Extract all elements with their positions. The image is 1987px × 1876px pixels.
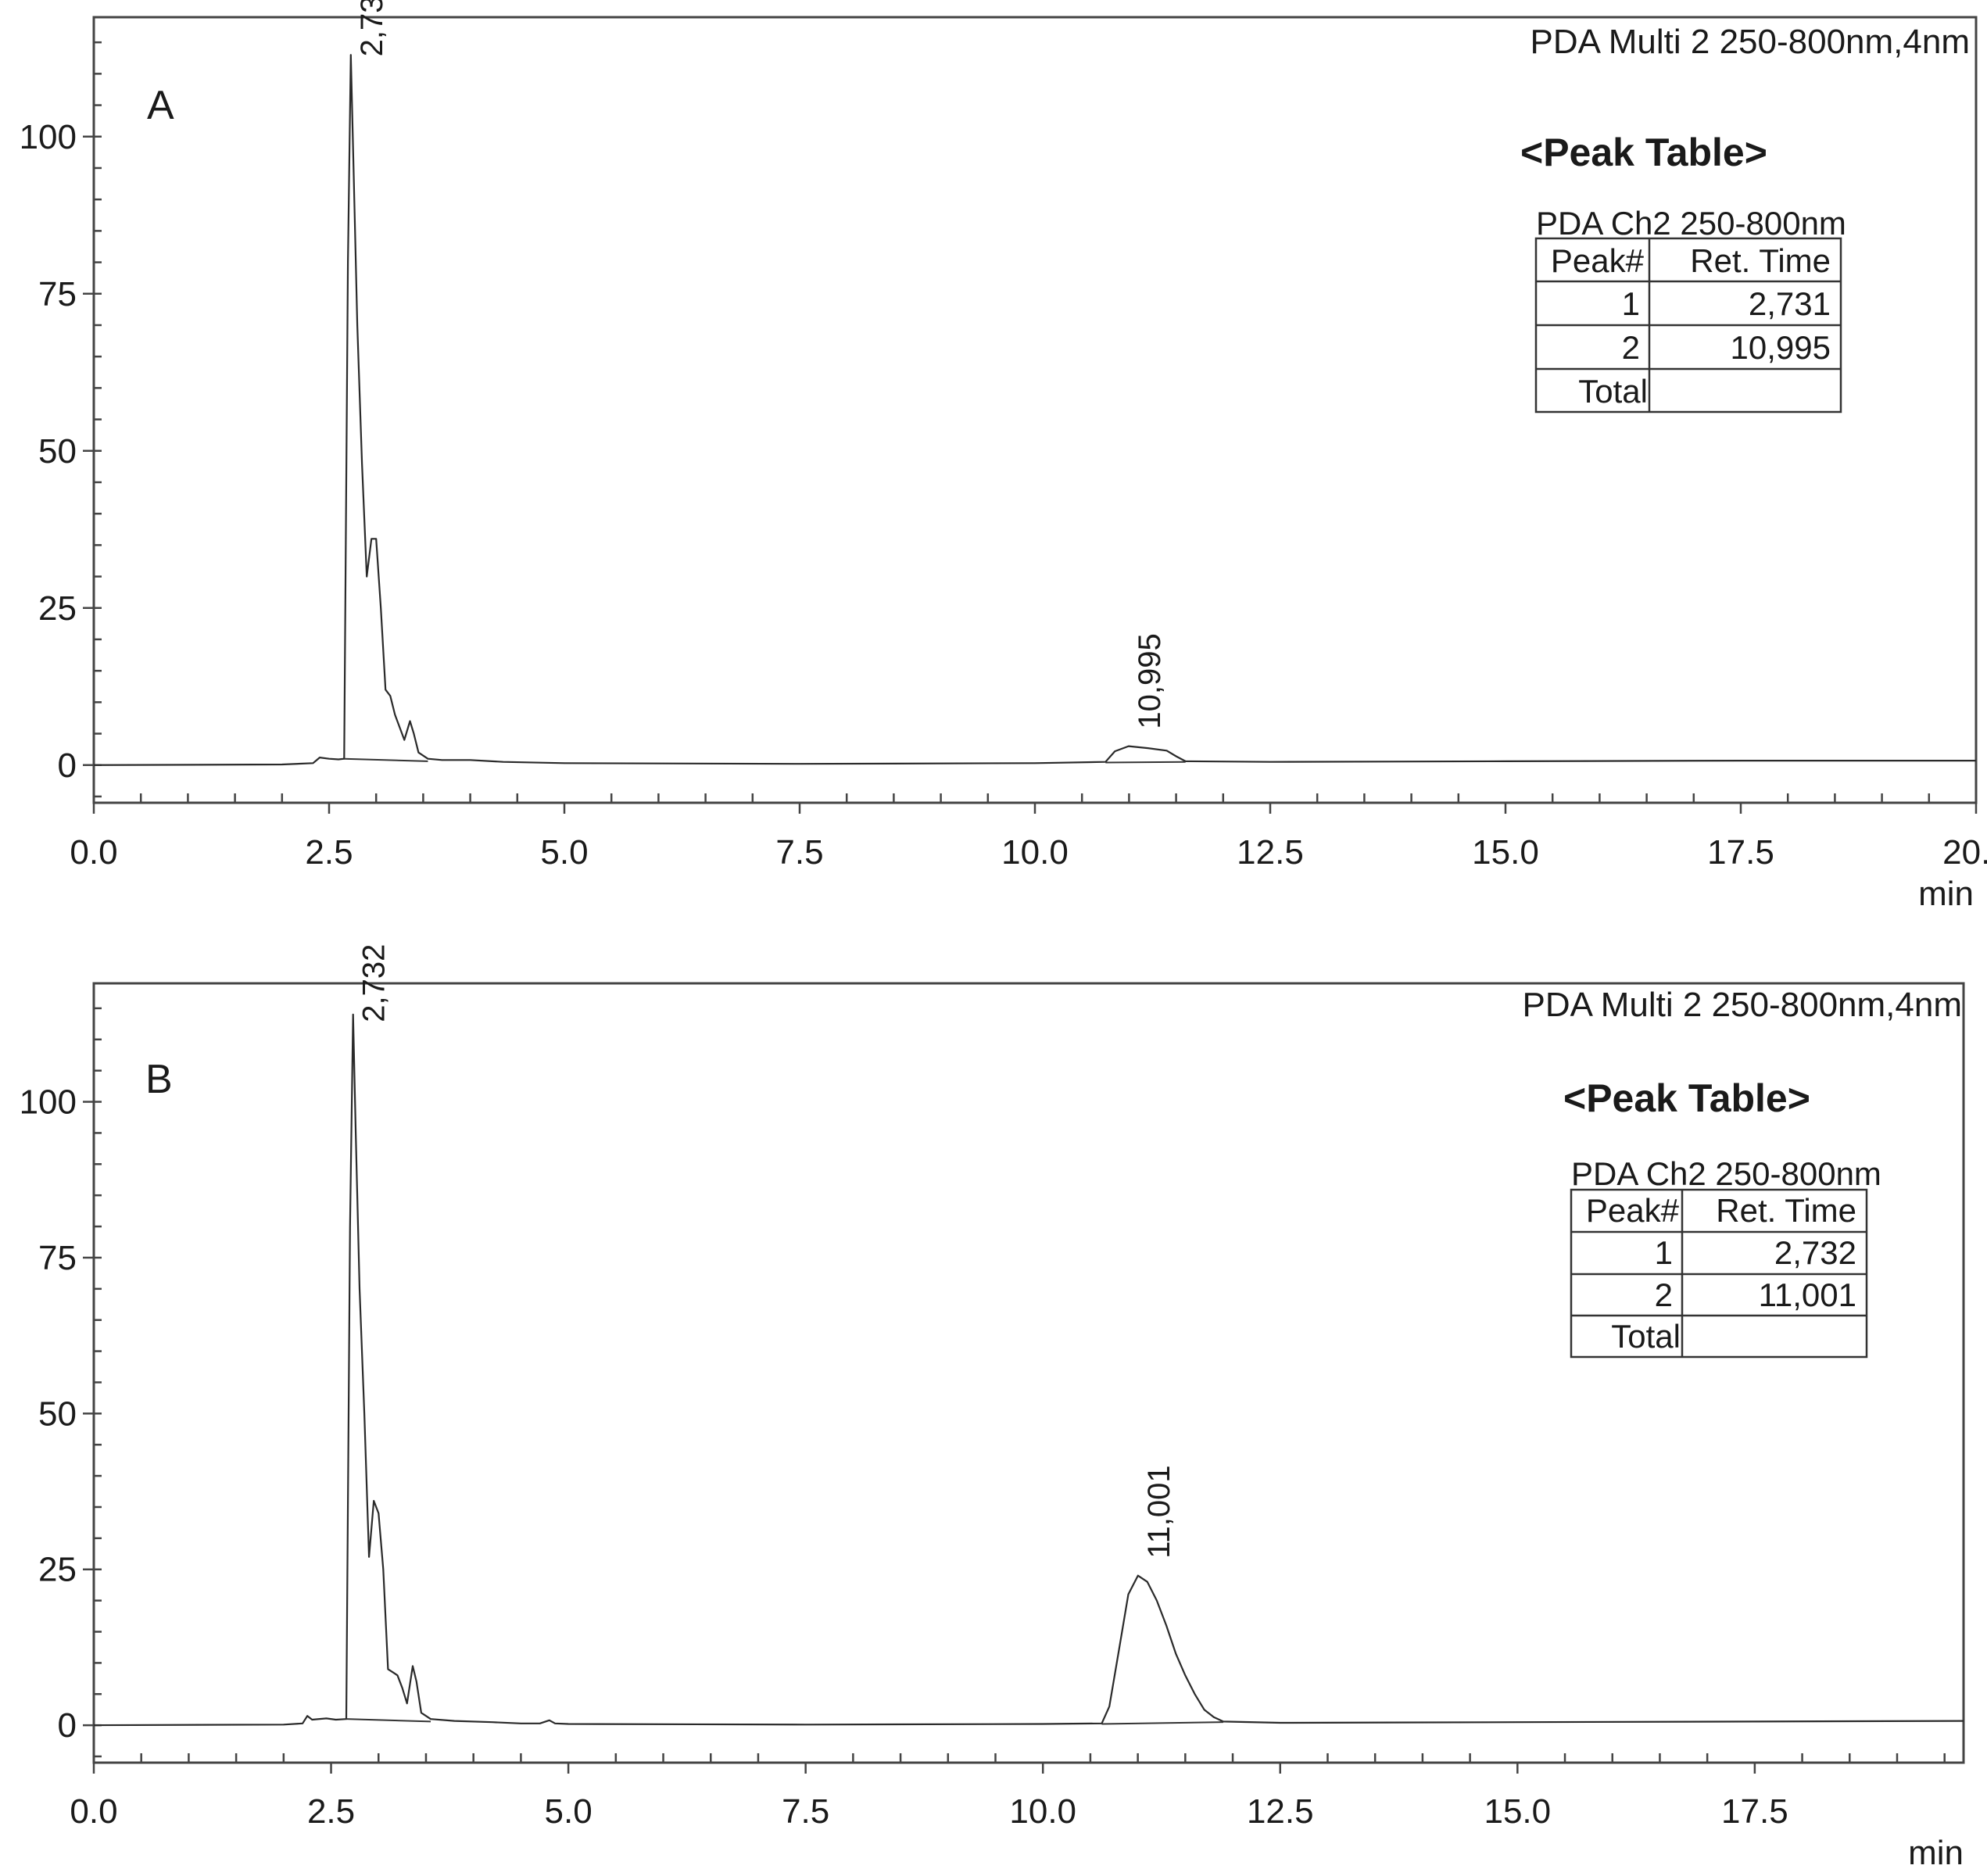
peak-table-row1-time: 2,731 <box>1749 285 1831 322</box>
peak-table-channel: PDA Ch2 250-800nm <box>1571 1155 1881 1192</box>
peak-table-header-peak: Peak# <box>1551 242 1645 279</box>
x-tick-label: 0.0 <box>70 1792 117 1831</box>
peak-table-row2-time: 10,995 <box>1731 329 1831 366</box>
y-tick-label: 75 <box>38 1239 77 1277</box>
chromatogram-panel-b: 0.0 2.5 5.0 7.5 10.0 12.5 15.0 17.5 0255075100 … <box>20 944 1965 1872</box>
y-tick-labels: 0 25 50 75 100 <box>20 118 77 785</box>
x-tick-label: 15.0 <box>1484 1792 1551 1831</box>
peak-table-row2-peak: 2 <box>1655 1276 1673 1313</box>
x-tick-labels: 0.0 2.5 5.0 7.5 10.0 12.5 15.0 17.5 20.0 <box>70 833 1987 872</box>
peak-label: 11,001 <box>1142 1465 1176 1558</box>
x-tick-label: 2.5 <box>305 833 353 872</box>
x-tick-label: 2.5 <box>307 1792 355 1831</box>
peak-table-header-peak: Peak# <box>1586 1192 1680 1229</box>
peak-baseline <box>345 1718 431 1723</box>
y-tick-label: 75 <box>38 275 77 313</box>
peak-table-row2-time: 11,001 <box>1759 1276 1856 1313</box>
x-tick-label: 0.0 <box>70 833 117 872</box>
axis-ticks <box>83 41 1978 814</box>
peak-table-channel: PDA Ch2 250-800nm <box>1536 205 1846 242</box>
peak-table-header-ret-time: Ret. Time <box>1690 242 1831 279</box>
x-tick-label: 17.5 <box>1707 833 1774 872</box>
peak-table-row1-peak: 1 <box>1655 1234 1673 1271</box>
y-tick-label: 0 <box>58 746 77 785</box>
peak-baselines <box>345 1718 1223 1725</box>
peak-table-total-label: Total <box>1611 1318 1681 1355</box>
x-tick-label: 12.5 <box>1237 833 1304 872</box>
plot-frame <box>92 982 1965 1764</box>
peak-baseline <box>344 757 428 762</box>
axis-ticks <box>83 1007 1946 1774</box>
peak-table-header-ret-time: Ret. Time <box>1716 1192 1856 1229</box>
peak-label: 2,732 <box>357 944 392 1022</box>
peak-table-row1-peak: 1 <box>1622 285 1640 322</box>
y-tick-label: 50 <box>38 1394 77 1433</box>
peak-table-row1-time: 2,732 <box>1774 1234 1856 1271</box>
peak-label: 2,731 <box>355 0 389 56</box>
peak-labels: 2,732 11,001 <box>357 944 1176 1559</box>
x-axis-label: min <box>1908 1834 1964 1872</box>
x-tick-label: 10.0 <box>1001 833 1069 872</box>
chromatogram-panel-a: 0.0 2.5 5.0 7.5 10.0 12.5 15.0 17.5 20.0 0 25 50 75… <box>20 0 1987 913</box>
peak-table: Peak# Ret. Time 1 2,731 2 10,995 Total <box>1534 237 1842 414</box>
peak-table-row2-peak: 2 <box>1622 329 1640 366</box>
x-tick-label: 7.5 <box>782 1792 829 1831</box>
y-tick-label: 0 <box>58 1706 77 1745</box>
peak-table-title: <Peak Table> <box>1520 131 1767 174</box>
y-tick-label: 25 <box>38 1551 77 1589</box>
peak-baseline <box>1105 761 1186 764</box>
x-tick-label: 17.5 <box>1721 1792 1788 1831</box>
x-tick-label: 10.0 <box>1009 1792 1076 1831</box>
x-tick-label: 7.5 <box>775 833 823 872</box>
detector-header: PDA Multi 2 250-800nm,4nm <box>1522 986 1962 1024</box>
chromatogram-trace <box>93 1013 1964 1727</box>
x-tick-label: 15.0 <box>1472 833 1539 872</box>
y-tick-labels: 0 25 50 75 100 <box>20 1083 77 1745</box>
x-axis-label: min <box>1918 875 1974 913</box>
x-tick-label: 20.0 <box>1942 833 1987 872</box>
x-tick-labels: 0.0 2.5 5.0 7.5 10.0 12.5 15.0 17.5 <box>70 1792 1788 1831</box>
peak-labels: 2,731 10,995 <box>355 0 1167 729</box>
detector-header: PDA Multi 2 250-800nm,4nm <box>1530 23 1970 61</box>
peak-table-total-label: Total <box>1578 373 1648 410</box>
x-tick-label: 12.5 <box>1247 1792 1314 1831</box>
y-tick-label: 50 <box>38 432 77 471</box>
x-tick-label: 5.0 <box>540 833 588 872</box>
y-tick-label: 100 <box>20 118 77 156</box>
chromatogram-trace <box>93 54 1976 766</box>
panel-letter: B <box>145 1057 173 1102</box>
peak-table: Peak# Ret. Time 1 2,732 2 11,001 Total <box>1570 1188 1868 1359</box>
peak-label: 10,995 <box>1133 633 1167 729</box>
peak-baselines <box>344 757 1186 764</box>
y-tick-label: 25 <box>38 589 77 628</box>
peak-baseline <box>1101 1721 1223 1725</box>
y-tick-label: 100 <box>20 1083 77 1122</box>
panel-letter: A <box>147 83 174 128</box>
x-tick-label: 5.0 <box>545 1792 593 1831</box>
peak-table-title: <Peak Table> <box>1563 1076 1810 1120</box>
